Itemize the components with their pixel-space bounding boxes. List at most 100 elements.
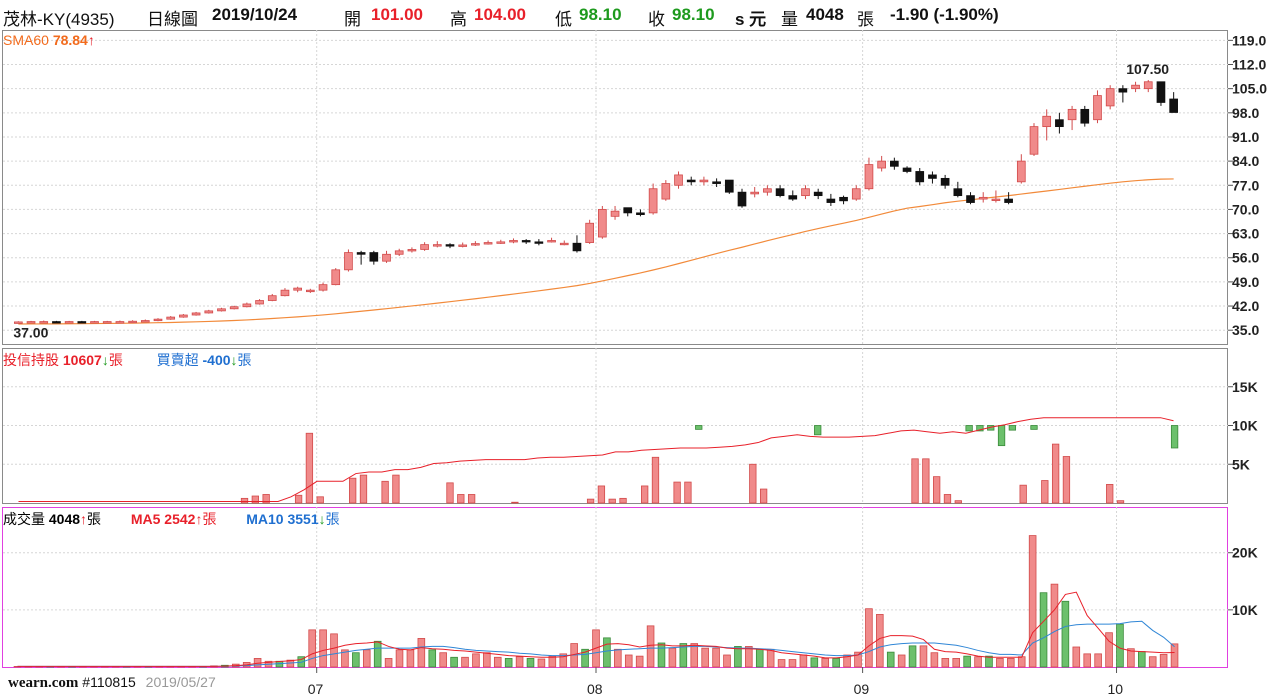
volume-bar	[886, 651, 895, 668]
candle-body	[52, 321, 61, 324]
net-sell-bar	[695, 425, 703, 430]
candle-body	[318, 284, 328, 291]
net-buy-bar	[608, 498, 616, 504]
volume-bar	[865, 608, 873, 668]
net-arrow: ↓	[230, 352, 238, 368]
net-buy-bar	[1062, 456, 1071, 504]
vol-tick-label: 10K	[1232, 602, 1258, 618]
volume-bar	[1148, 656, 1157, 668]
net-buy-bar	[294, 494, 303, 504]
volume-bar	[810, 657, 819, 668]
candle-body	[864, 164, 874, 190]
net-buy-bar	[1051, 443, 1060, 504]
candle-body	[928, 174, 937, 179]
candle-body	[394, 250, 404, 255]
volume-bar	[395, 649, 404, 668]
volume-bar	[483, 652, 491, 668]
net-sell-bar	[1170, 425, 1179, 449]
chart-footer: wearn.com #110815 2019/05/27	[8, 674, 216, 692]
candle-body	[775, 188, 785, 197]
stock-name[interactable]: 茂林-KY(4935)	[3, 10, 115, 29]
net-buy-bar	[1041, 480, 1049, 504]
volume-bar	[319, 629, 327, 668]
candle-body	[851, 188, 861, 200]
net-buy-bar	[251, 495, 259, 504]
net-buy-bar	[651, 456, 660, 504]
change-value: -1.90 (-1.90%)	[890, 5, 999, 24]
price-tick-label: 70.0	[1232, 201, 1259, 217]
candle-body	[255, 300, 264, 305]
x-tick-label: 08	[587, 681, 603, 697]
volume-bar	[897, 654, 906, 668]
volume-bar	[526, 658, 535, 668]
candle-body	[547, 240, 556, 243]
candle-body	[877, 160, 886, 169]
ma5-line	[17, 591, 1175, 667]
volume-bar	[1072, 646, 1081, 668]
price-tick-label: 77.0	[1232, 177, 1259, 193]
candle-body	[1055, 119, 1064, 128]
volume-bar	[1050, 583, 1059, 668]
candle-body	[1093, 95, 1102, 121]
price-tick-label: 56.0	[1232, 250, 1259, 266]
volume-bar	[1094, 653, 1102, 668]
inst-tick-label: 5K	[1232, 456, 1250, 472]
net-buy-bar	[933, 476, 941, 504]
volume-legend: 成交量 4048↑張 MA5 2542↑張 MA10 3551↓張	[3, 509, 340, 529]
net-sell-bar	[976, 425, 984, 432]
candle-body	[940, 177, 950, 186]
candle-body	[90, 321, 99, 324]
candle-body	[890, 160, 899, 167]
candle-body	[788, 195, 798, 200]
volume-bar	[734, 646, 742, 668]
volume-bar	[635, 655, 644, 668]
candle-body	[1143, 81, 1153, 90]
candle-body	[991, 198, 1001, 201]
candle-body	[242, 303, 252, 308]
volume-bar	[406, 649, 415, 668]
vol-unit: 張	[87, 511, 102, 527]
volume-bar	[832, 658, 840, 668]
candle-body	[813, 191, 823, 197]
volume-bar	[963, 655, 971, 668]
volume-bar	[428, 649, 437, 668]
open-label: 開	[344, 10, 361, 29]
volume-bar	[1007, 658, 1015, 668]
inst-tick-label: 10K	[1232, 418, 1258, 434]
candle-body	[496, 241, 506, 244]
sma60-arrow: ↑	[87, 32, 95, 48]
ma5-unit: 張	[202, 511, 217, 527]
vol-label: 成交量	[3, 511, 45, 527]
net-buy-bar	[457, 494, 465, 504]
high-value: 104.00	[474, 5, 526, 24]
volume-bar	[919, 645, 928, 668]
price-tick-label: 63.0	[1232, 226, 1259, 242]
max-price-label: 107.50	[1126, 61, 1169, 77]
candle-body	[1105, 88, 1115, 107]
candle-body	[1029, 126, 1039, 155]
volume-bar	[1105, 632, 1113, 668]
candle-body	[1118, 88, 1128, 93]
open-value: 101.00	[371, 5, 423, 24]
candle-body	[26, 321, 36, 324]
candle-body	[636, 212, 645, 216]
sma60-label: SMA60	[3, 32, 49, 48]
volume-bar	[843, 654, 851, 668]
site-name[interactable]: wearn.com	[8, 675, 79, 691]
volume-bar	[777, 659, 786, 668]
candle-body	[229, 306, 239, 310]
volume-bar	[1116, 623, 1124, 668]
price-tick-label: 119.0	[1232, 32, 1266, 48]
period-label[interactable]: 日線圖	[147, 10, 198, 29]
candle-body	[978, 196, 988, 200]
candle-body	[420, 244, 429, 250]
volume-bar	[1083, 653, 1091, 668]
price-tick-label: 84.0	[1232, 153, 1259, 169]
candle-body	[293, 287, 302, 291]
candle-body	[724, 179, 734, 193]
ma5-arrow: ↑	[195, 511, 203, 527]
candle-body	[331, 269, 341, 286]
volume-bar	[690, 643, 699, 668]
volume-bar	[417, 638, 426, 668]
candle-body	[826, 198, 836, 203]
